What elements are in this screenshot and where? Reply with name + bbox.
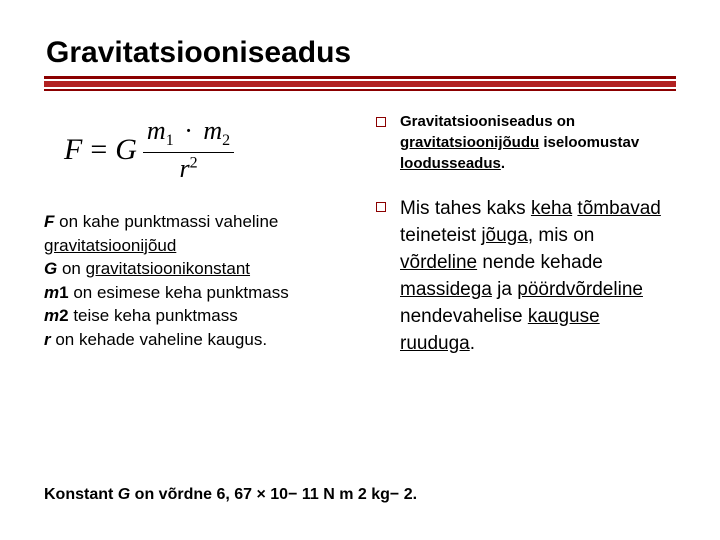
b2-u8: ruuduga xyxy=(400,333,470,354)
b2-t1: Mis tahes kaks xyxy=(400,198,531,219)
def-m2-term: m xyxy=(44,306,59,325)
formula-sub1: 1 xyxy=(166,132,174,149)
footer-mid: on võrdne 6, 67 × 10− 11 N m 2 kg− 2. xyxy=(130,486,417,503)
def-F-t1: on kahe punktmassi vaheline xyxy=(54,212,278,231)
left-column: F = G m1 · m2 r2 F on kahe punktmassi va… xyxy=(44,109,350,380)
b2-t9: . xyxy=(470,333,475,354)
b2-u6: pöördvõrdeline xyxy=(517,279,643,300)
formula-G: G xyxy=(115,133,137,167)
b1-u2: loodusseadus xyxy=(400,155,501,172)
formula-dot: · xyxy=(180,116,197,145)
b2-u2: tõmbavad xyxy=(577,198,660,219)
title-underline xyxy=(44,76,676,91)
bullet-2: Mis tahes kaks keha tõmbavad teineteist … xyxy=(376,196,676,358)
bullet-1-text: Gravitatsiooniseadus on gravitatsioonijõ… xyxy=(400,111,676,174)
formula-r: r xyxy=(179,154,189,183)
formula-fraction: m1 · m2 r2 xyxy=(143,117,234,182)
def-m2-num: 2 xyxy=(59,306,68,325)
bullet-2-text: Mis tahes kaks keha tõmbavad teineteist … xyxy=(400,196,676,358)
formula-m1: m xyxy=(147,116,166,145)
b2-t4: , mis on xyxy=(528,225,595,246)
b1-lead: Gravitatsiooniseadus on xyxy=(400,113,575,130)
def-r-text: on kehade vaheline kaugus. xyxy=(51,330,267,349)
page-title: Gravitatsiooniseadus xyxy=(46,36,676,70)
bullet-marker-icon xyxy=(376,202,386,212)
b2-t5: nende kehade xyxy=(477,252,603,273)
def-m2-text: teise keha punktmass xyxy=(69,306,238,325)
b1-mid: iseloomustav xyxy=(539,134,639,151)
b2-u3: jõuga xyxy=(481,225,528,246)
b2-t3: teineteist xyxy=(400,225,481,246)
b2-u5: massidega xyxy=(400,279,492,300)
def-m1-term: m xyxy=(44,283,59,302)
footer-G: G xyxy=(118,486,130,503)
def-m1-text: on esimese keha punktmass xyxy=(69,283,289,302)
b2-u4: võrdeline xyxy=(400,252,477,273)
b1-end: . xyxy=(501,155,505,172)
b2-u1: keha xyxy=(531,198,572,219)
bullet-1: Gravitatsiooniseadus on gravitatsioonijõ… xyxy=(376,111,676,174)
b2-t6: ja xyxy=(492,279,517,300)
def-m1-num: 1 xyxy=(59,283,68,302)
formula-F: F xyxy=(64,133,82,167)
formula-eq: = xyxy=(88,133,109,167)
def-G-link[interactable]: gravitatsioonikonstant xyxy=(86,259,250,278)
formula-sup2: 2 xyxy=(190,154,198,171)
def-r-term: r xyxy=(44,330,51,349)
def-G-t1: on xyxy=(57,259,85,278)
formula-sub2: 2 xyxy=(222,132,230,149)
b1-u1: gravitatsioonijõudu xyxy=(400,134,539,151)
definitions: F on kahe punktmassi vaheline gravitatsi… xyxy=(44,210,350,351)
formula-m2: m xyxy=(203,116,222,145)
def-F-term: F xyxy=(44,212,54,231)
b2-u7: kauguse xyxy=(528,306,600,327)
footer-pre: Konstant xyxy=(44,486,118,503)
right-column: Gravitatsiooniseadus on gravitatsioonijõ… xyxy=(376,109,676,380)
bullet-marker-icon xyxy=(376,117,386,127)
def-G-term: G xyxy=(44,259,57,278)
content-row: F = G m1 · m2 r2 F on kahe punktmassi va… xyxy=(44,109,676,380)
b2-t7: nendevahelise xyxy=(400,306,528,327)
def-F-link[interactable]: gravitatsioonijõud xyxy=(44,236,176,255)
footer-note: Konstant G on võrdne 6, 67 × 10− 11 N m … xyxy=(44,486,676,504)
formula: F = G m1 · m2 r2 xyxy=(44,109,350,192)
